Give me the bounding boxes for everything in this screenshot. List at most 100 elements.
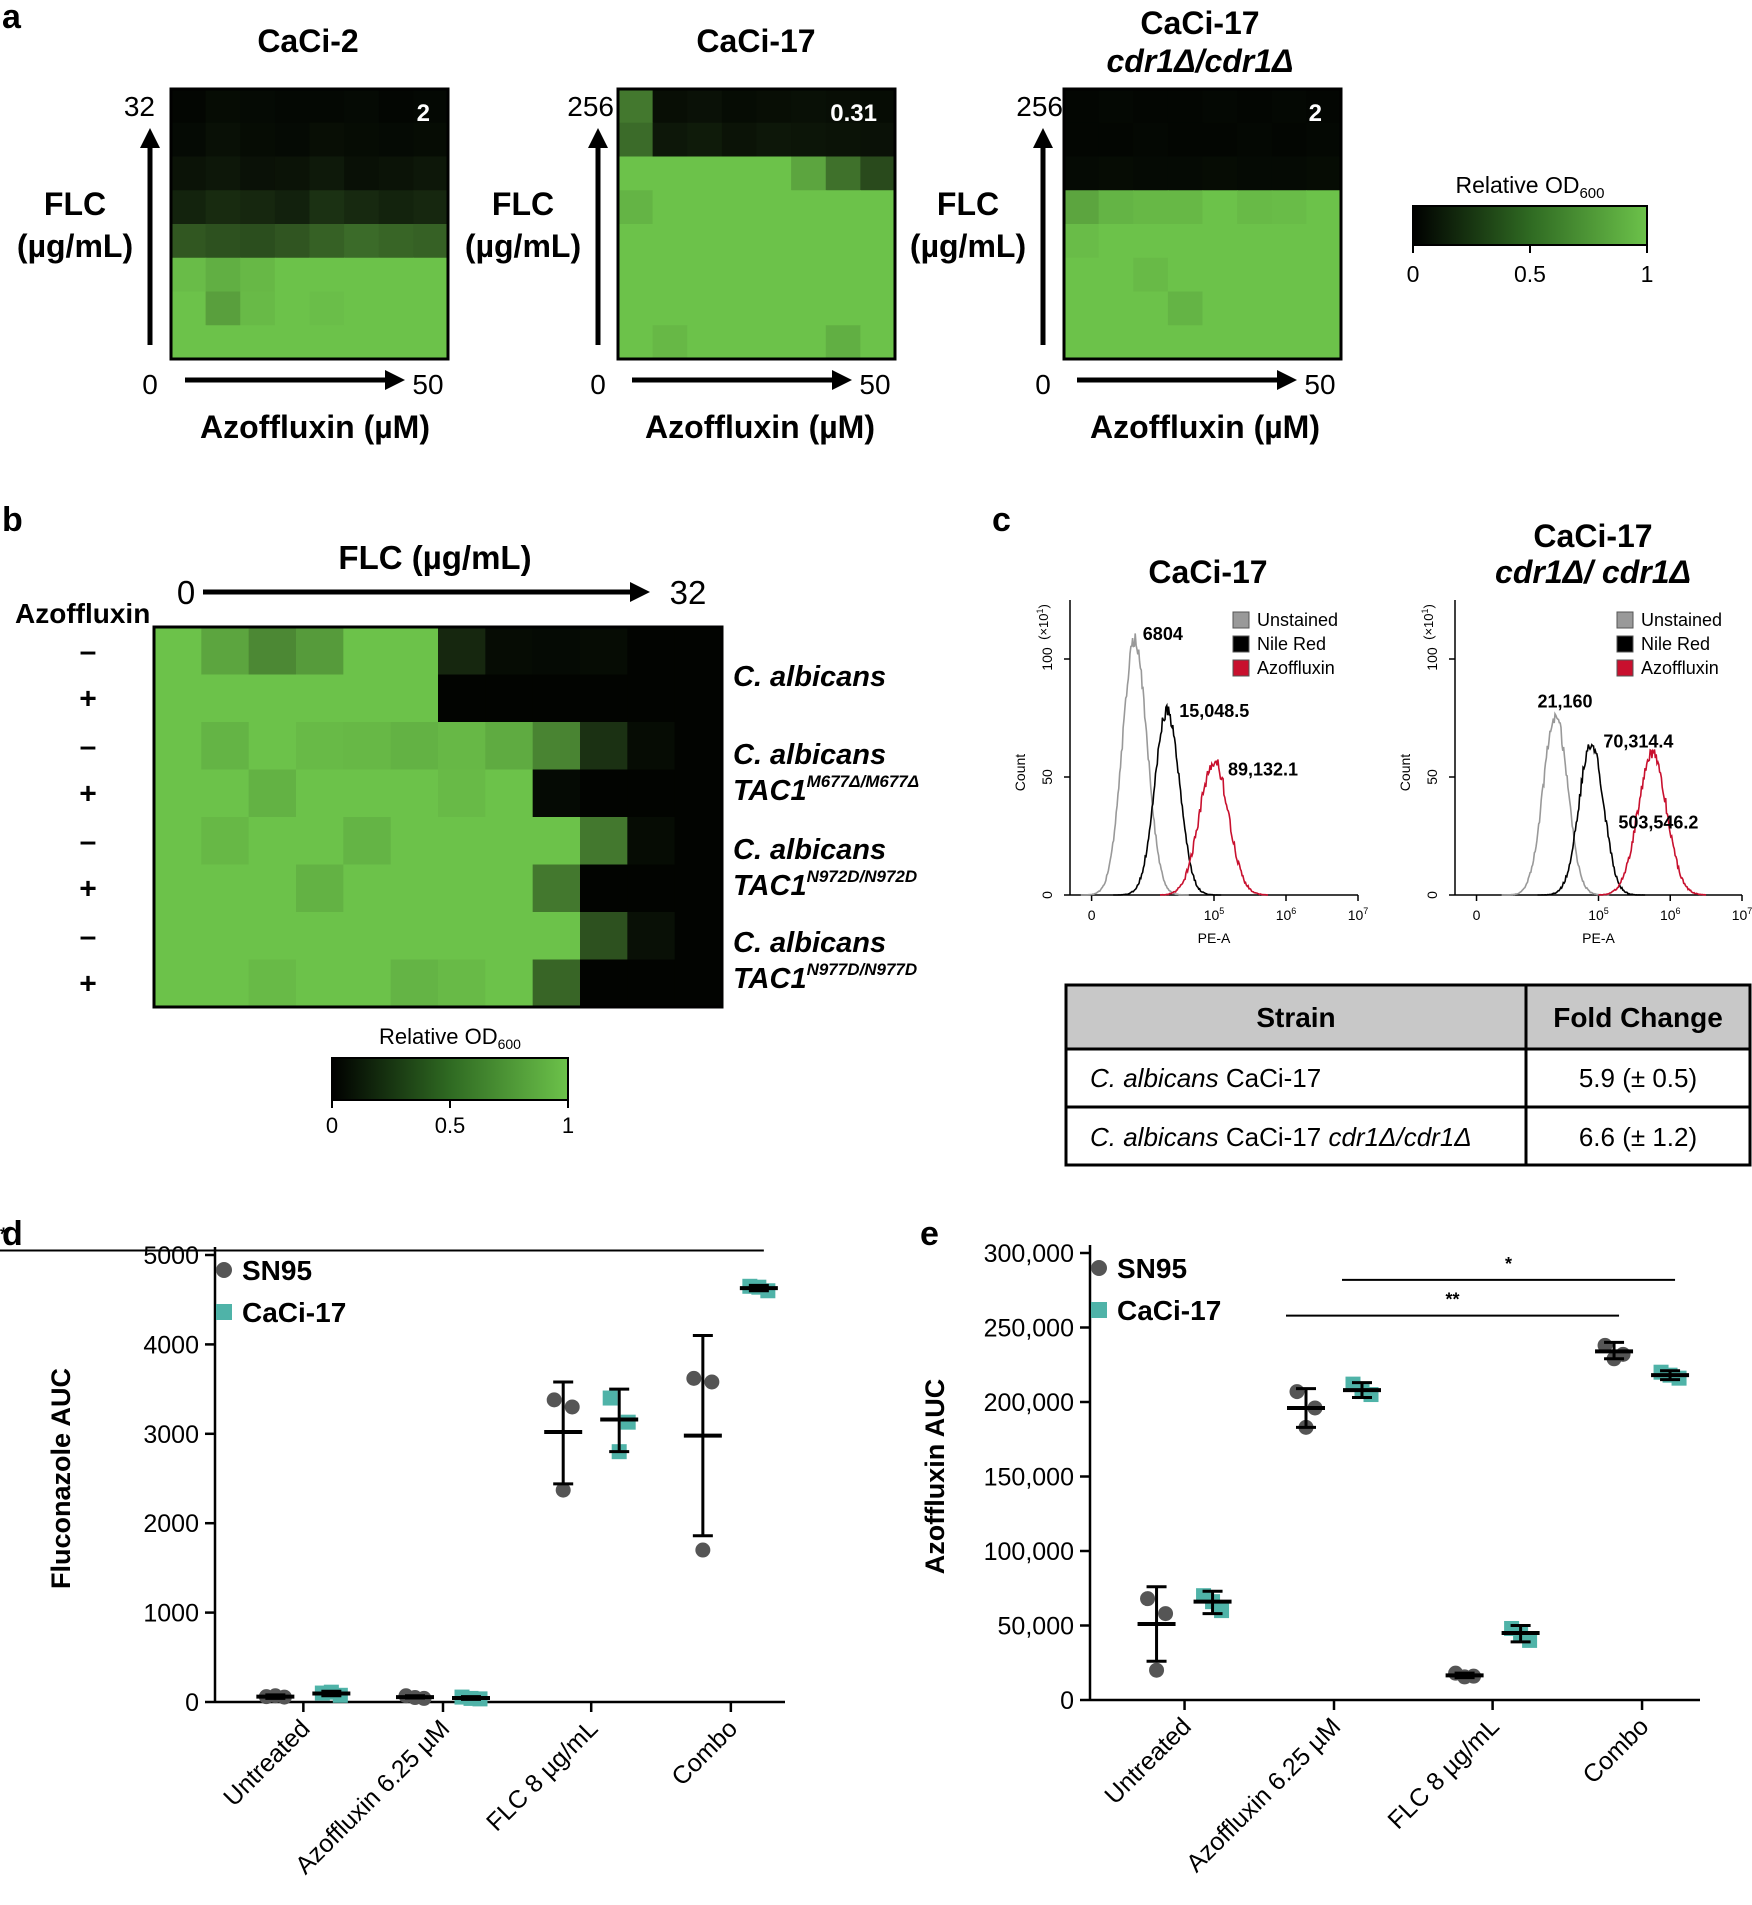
colorbar-a: Relative OD600 0 0.5 1	[1407, 172, 1654, 287]
histogram-title: CaCi-17	[1533, 518, 1652, 554]
legend-label: SN95	[1117, 1253, 1187, 1284]
heatmap-cell	[309, 257, 345, 293]
y-tick-label: 150,000	[984, 1464, 1074, 1492]
heatmap-cell	[580, 769, 628, 818]
heatmap-cell	[378, 89, 414, 124]
heatmap-cell	[171, 224, 207, 259]
heatmap-cell	[1167, 89, 1204, 124]
heatmap-cell	[652, 190, 688, 225]
y-axis-label: Count	[1012, 754, 1028, 791]
colorbar-tick-label: 0	[326, 1113, 338, 1138]
heatmap-cell	[1098, 156, 1134, 191]
x-tick-label: Azoffluxin 6.25 µM	[1181, 1712, 1346, 1877]
legend-label: Nile Red	[1641, 634, 1710, 654]
heatmap-cell	[343, 674, 392, 723]
table-header-strain: Strain	[1256, 1002, 1335, 1033]
heatmap-cell	[860, 224, 896, 259]
y-tick-label: 2000	[143, 1510, 199, 1538]
y-label-line2: (µg/mL)	[17, 228, 133, 264]
heatmap-cell	[240, 291, 276, 326]
heatmap-cell	[413, 122, 449, 158]
legend-label: Nile Red	[1257, 634, 1326, 654]
y-tick-label: 4000	[143, 1331, 199, 1359]
colorbar-tick-label: 1	[562, 1113, 574, 1138]
significance-label: *	[1505, 1254, 1512, 1274]
legend-label: CaCi-17	[1117, 1295, 1221, 1326]
y-label-line1: FLC	[44, 186, 106, 222]
heatmap-cell	[652, 89, 688, 124]
heatmap-cell	[390, 722, 439, 771]
heatmap-cell	[825, 257, 861, 293]
panel-label-a: a	[2, 0, 22, 36]
heatmap-cell	[618, 156, 654, 191]
heatmap-cell	[627, 864, 676, 913]
heatmap-cell	[343, 864, 392, 913]
heatmap-cell	[201, 722, 250, 771]
heatmap-cell	[378, 325, 414, 360]
y-tick-label: 0	[1424, 891, 1440, 899]
heatmap-cell	[413, 89, 449, 124]
heatmap-cell	[532, 864, 581, 913]
row-sign: –	[80, 635, 97, 668]
heatmap-cell	[756, 291, 792, 326]
histogram-azo-curve	[1159, 759, 1269, 896]
heatmap-title-genotype: cdr1Δ/cdr1Δ	[1106, 43, 1293, 79]
heatmap-cell	[248, 674, 297, 723]
heatmap-cell	[618, 257, 654, 293]
heatmap-cell	[390, 959, 439, 1008]
heatmap-border	[169, 87, 450, 361]
heatmap-cell	[721, 224, 758, 259]
data-point-caci-17	[602, 1390, 618, 1406]
heatmap-cell	[721, 190, 758, 225]
heatmap-cell	[627, 722, 676, 771]
heatmap-cell	[205, 190, 241, 225]
heatmap-cell	[171, 291, 207, 326]
x-tick-base: 10	[1588, 907, 1604, 923]
colorbar-tick-label: 1	[1641, 261, 1654, 287]
legend-label: Azoffluxin	[1641, 658, 1719, 678]
heatmap-cell	[756, 156, 792, 191]
dotplot-azoffluxin-auc: 0 50,000 100,000 150,000 200,000 250,000 300,0…	[920, 1240, 1700, 1878]
legend-label: Unstained	[1257, 610, 1338, 630]
heatmap-cell	[532, 912, 581, 961]
heatmap-cell	[1167, 257, 1204, 293]
row-sign: +	[79, 777, 97, 810]
y-tick-label: 5000	[143, 1242, 199, 1270]
heatmap-cell	[627, 959, 676, 1008]
heatmap-cell	[1237, 257, 1273, 293]
heatmap-cell	[171, 89, 207, 124]
heatmap-cell	[791, 122, 827, 158]
data-point-sn95	[1140, 1591, 1156, 1607]
colorbar-tick-label: 0	[1407, 261, 1420, 287]
heatmap-cell	[721, 89, 758, 124]
x-axis-label: Azoffluxin (µM)	[645, 409, 875, 445]
data-point-sn95	[1158, 1606, 1174, 1622]
heatmap-cell	[438, 769, 486, 818]
heatmap-cell	[618, 89, 654, 124]
peak-label-unstained: 6804	[1143, 624, 1183, 644]
heatmap-cell	[1202, 156, 1238, 191]
row-signs: – + – + – + – +	[79, 635, 97, 1001]
heatmap-cells	[171, 89, 449, 360]
heatmap-caci2: CaCi-2 2 32 FLC (µg/mL) 0 50 Azoffluxin …	[17, 23, 450, 445]
y-min-label: 0	[590, 369, 606, 400]
heatmap-cell	[1098, 224, 1134, 259]
legend-swatch	[1616, 611, 1634, 629]
fici-value: 0.31	[830, 100, 877, 127]
heatmap-cell	[1237, 156, 1273, 191]
heatmap-cell	[1098, 257, 1134, 293]
heatmap-cell	[378, 224, 414, 259]
x-max-label: 50	[1304, 369, 1335, 400]
heatmap-cell	[378, 190, 414, 225]
significance-label: **	[0, 1225, 7, 1245]
y-max-label: 256	[1016, 91, 1063, 122]
heatmap-cell	[1133, 291, 1169, 326]
x-tick-label: Combo	[1578, 1712, 1655, 1789]
histogram-nile-curve	[1113, 702, 1222, 896]
y-tick-label: 0	[1060, 1687, 1074, 1715]
heatmap-cell	[1098, 325, 1134, 360]
heatmap-cell	[1133, 190, 1169, 225]
heatmap-cell	[154, 627, 202, 676]
histogram-caci17-cdr1: CaCi-17 cdr1Δ/ cdr1Δ 0 50 100 (×101) Count 0 1…	[1397, 518, 1752, 946]
